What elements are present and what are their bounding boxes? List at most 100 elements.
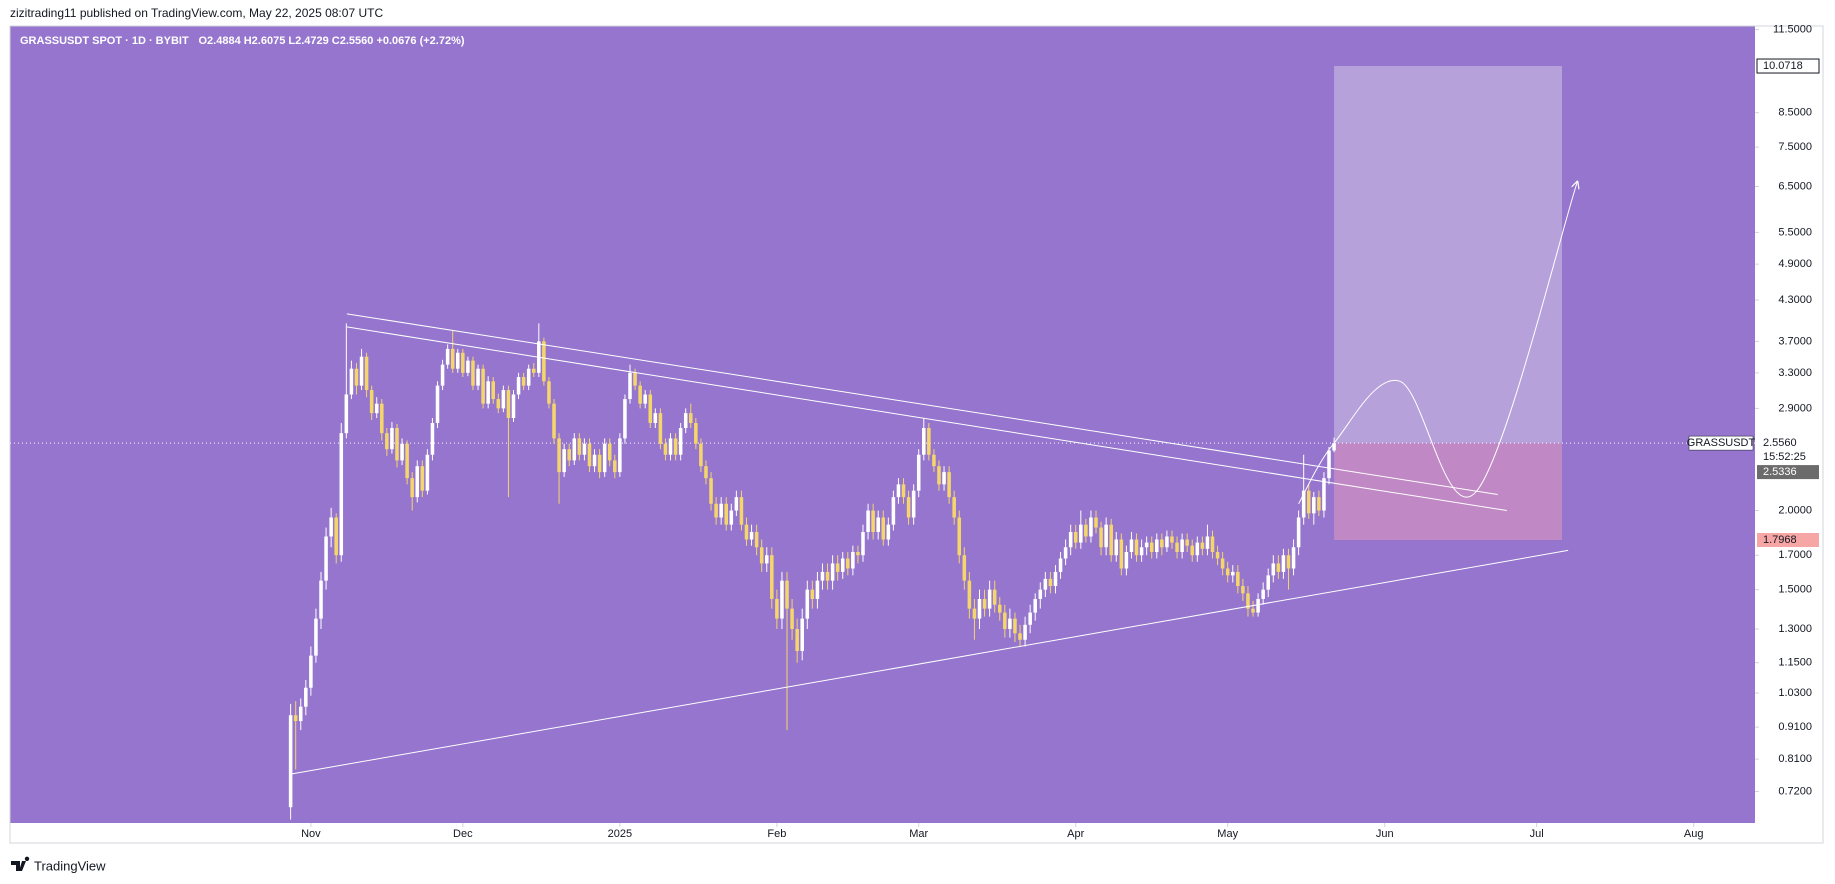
candle-body bbox=[734, 497, 739, 511]
candle-body bbox=[349, 368, 354, 395]
candle-body bbox=[359, 356, 364, 386]
candle-body bbox=[1033, 598, 1037, 613]
candle-body bbox=[876, 517, 880, 532]
y-tick-label: 0.7200 bbox=[1778, 785, 1812, 797]
candle-body bbox=[511, 394, 516, 419]
trendline bbox=[346, 326, 1507, 512]
candle-body bbox=[329, 517, 333, 537]
marker-label: 2.5336 bbox=[1763, 466, 1797, 478]
y-tick-label: 1.3000 bbox=[1778, 623, 1812, 635]
y-tick-label: 1.0300 bbox=[1778, 687, 1812, 699]
y-tick-label: 3.3000 bbox=[1778, 367, 1812, 379]
stop-price-label: 1.7968 bbox=[1763, 534, 1797, 546]
candle-body bbox=[1180, 539, 1184, 553]
candle-body bbox=[1053, 571, 1058, 587]
x-tick-label: Nov bbox=[301, 828, 321, 840]
candle-body bbox=[405, 443, 409, 479]
marker-box bbox=[1757, 465, 1819, 480]
candle-body bbox=[866, 510, 870, 532]
candle-body bbox=[1119, 539, 1124, 569]
x-tick-label: 2025 bbox=[608, 828, 632, 840]
candle-body bbox=[516, 377, 521, 395]
candle-body bbox=[825, 571, 830, 581]
candle-body bbox=[471, 360, 475, 386]
candle-body bbox=[1210, 536, 1215, 553]
y-tick-label: 0.9100 bbox=[1778, 721, 1812, 733]
y-tick-label: 2.0000 bbox=[1778, 504, 1812, 516]
candle-body bbox=[668, 438, 673, 455]
candle-body bbox=[420, 466, 425, 491]
candle-body bbox=[932, 454, 936, 467]
symbol-box bbox=[1688, 435, 1754, 451]
x-tick-label: Aug bbox=[1684, 828, 1704, 840]
candle-body bbox=[1225, 568, 1230, 576]
candle-body bbox=[759, 547, 764, 564]
x-tick-label: Dec bbox=[453, 828, 473, 840]
candle-body bbox=[1114, 539, 1119, 556]
candle-body bbox=[795, 628, 799, 652]
candle-body bbox=[633, 372, 637, 386]
brand-logo bbox=[11, 856, 30, 871]
candle-body bbox=[683, 413, 688, 429]
candle-body bbox=[587, 443, 592, 467]
candle-body bbox=[1327, 450, 1331, 479]
candle-body bbox=[1063, 547, 1068, 559]
candle-body bbox=[967, 580, 972, 609]
candle-body bbox=[1079, 524, 1083, 543]
candle-body bbox=[1094, 517, 1098, 528]
candle-body bbox=[663, 443, 668, 455]
candle-body bbox=[1271, 563, 1276, 576]
trendline bbox=[290, 549, 1569, 775]
candle-body bbox=[324, 536, 328, 581]
candle-body bbox=[1175, 542, 1179, 553]
projection-curve bbox=[1298, 182, 1578, 505]
y-tick-label: 11.5000 bbox=[1773, 23, 1812, 35]
candle-body bbox=[714, 503, 718, 518]
candle-body bbox=[547, 381, 551, 404]
candle-body bbox=[871, 510, 875, 532]
candle-body bbox=[719, 503, 723, 518]
candle-body bbox=[1215, 552, 1220, 559]
candle-body bbox=[304, 687, 308, 707]
candle-body bbox=[1170, 536, 1174, 543]
candle-body bbox=[846, 558, 850, 569]
publisher-line: zizitrading11 published on TradingView.c… bbox=[10, 6, 383, 20]
candle-body bbox=[1003, 612, 1007, 629]
candle-body bbox=[694, 422, 698, 444]
candle-body bbox=[1073, 531, 1078, 543]
ohlc-legend: O2.4884 H2.6075 L2.4729 C2.5560 +0.0676 … bbox=[198, 35, 464, 47]
candle-body bbox=[1165, 536, 1169, 548]
candle-body bbox=[1104, 524, 1108, 548]
x-tick-label: Feb bbox=[767, 828, 786, 840]
y-tick-label: 2.9000 bbox=[1778, 402, 1812, 414]
candle-body bbox=[577, 438, 582, 455]
candle-body bbox=[840, 558, 845, 572]
x-tick-label: Jun bbox=[1376, 828, 1394, 840]
candle-body bbox=[638, 385, 642, 404]
candle-body bbox=[1028, 612, 1032, 625]
x-tick-label: Jul bbox=[1530, 828, 1544, 840]
y-tick-label: 5.5000 bbox=[1778, 226, 1812, 238]
candle-body bbox=[1134, 539, 1139, 556]
candle-body bbox=[344, 394, 349, 434]
x-tick-label: May bbox=[1217, 828, 1238, 840]
y-tick-label: 1.5000 bbox=[1778, 584, 1812, 596]
candle-body bbox=[901, 484, 906, 498]
candle-body bbox=[456, 352, 460, 369]
candle-body bbox=[1043, 578, 1048, 590]
labels: GRASSUSDT SPOT · 1D · BYBIT O2.4884 H2.60… bbox=[20, 35, 1820, 548]
footer-brand: TradingView bbox=[11, 856, 106, 873]
candle-body bbox=[1109, 524, 1113, 556]
candle-body bbox=[1230, 571, 1235, 576]
symbol-label: GRASSUSDT bbox=[1687, 437, 1756, 449]
candle-body bbox=[628, 372, 632, 400]
candle-body bbox=[775, 598, 779, 619]
target-price-label: 10.0718 bbox=[1763, 60, 1803, 72]
candle-body bbox=[699, 443, 703, 467]
candle-body bbox=[886, 524, 891, 540]
candle-body bbox=[410, 478, 414, 498]
candle-body bbox=[749, 531, 754, 540]
candle-body bbox=[582, 443, 587, 455]
candle-body bbox=[744, 524, 749, 540]
